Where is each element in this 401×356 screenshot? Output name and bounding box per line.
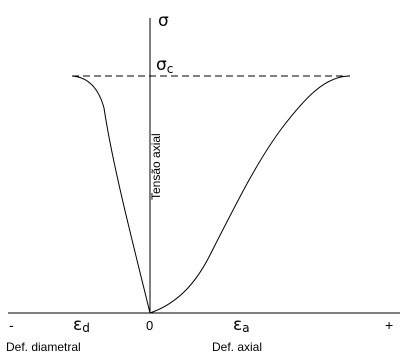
axial-strain-curve bbox=[149, 75, 351, 314]
eps-d-subscript: d bbox=[82, 321, 90, 335]
eps-a-label: εa bbox=[233, 315, 250, 335]
minus-sign: - bbox=[9, 317, 14, 333]
sigma-c-subscript: c bbox=[167, 62, 174, 76]
eps-a-main: ε bbox=[233, 315, 242, 335]
sigma-c-label: σc bbox=[156, 55, 173, 76]
axial-caption: Def. axial bbox=[212, 340, 262, 354]
sigma-c-main: σ bbox=[156, 55, 167, 75]
eps-a-subscript: a bbox=[242, 321, 249, 335]
diametral-strain-curve bbox=[71, 75, 151, 314]
sigma-label: σ bbox=[158, 11, 169, 31]
plus-sign: + bbox=[385, 317, 393, 333]
eps-d-label: εd bbox=[73, 315, 90, 335]
eps-d-main: ε bbox=[73, 315, 82, 335]
origin-label: 0 bbox=[146, 318, 153, 333]
diametral-caption: Def. diametral bbox=[6, 340, 81, 354]
y-axis-title: Tensão axial bbox=[149, 133, 163, 200]
